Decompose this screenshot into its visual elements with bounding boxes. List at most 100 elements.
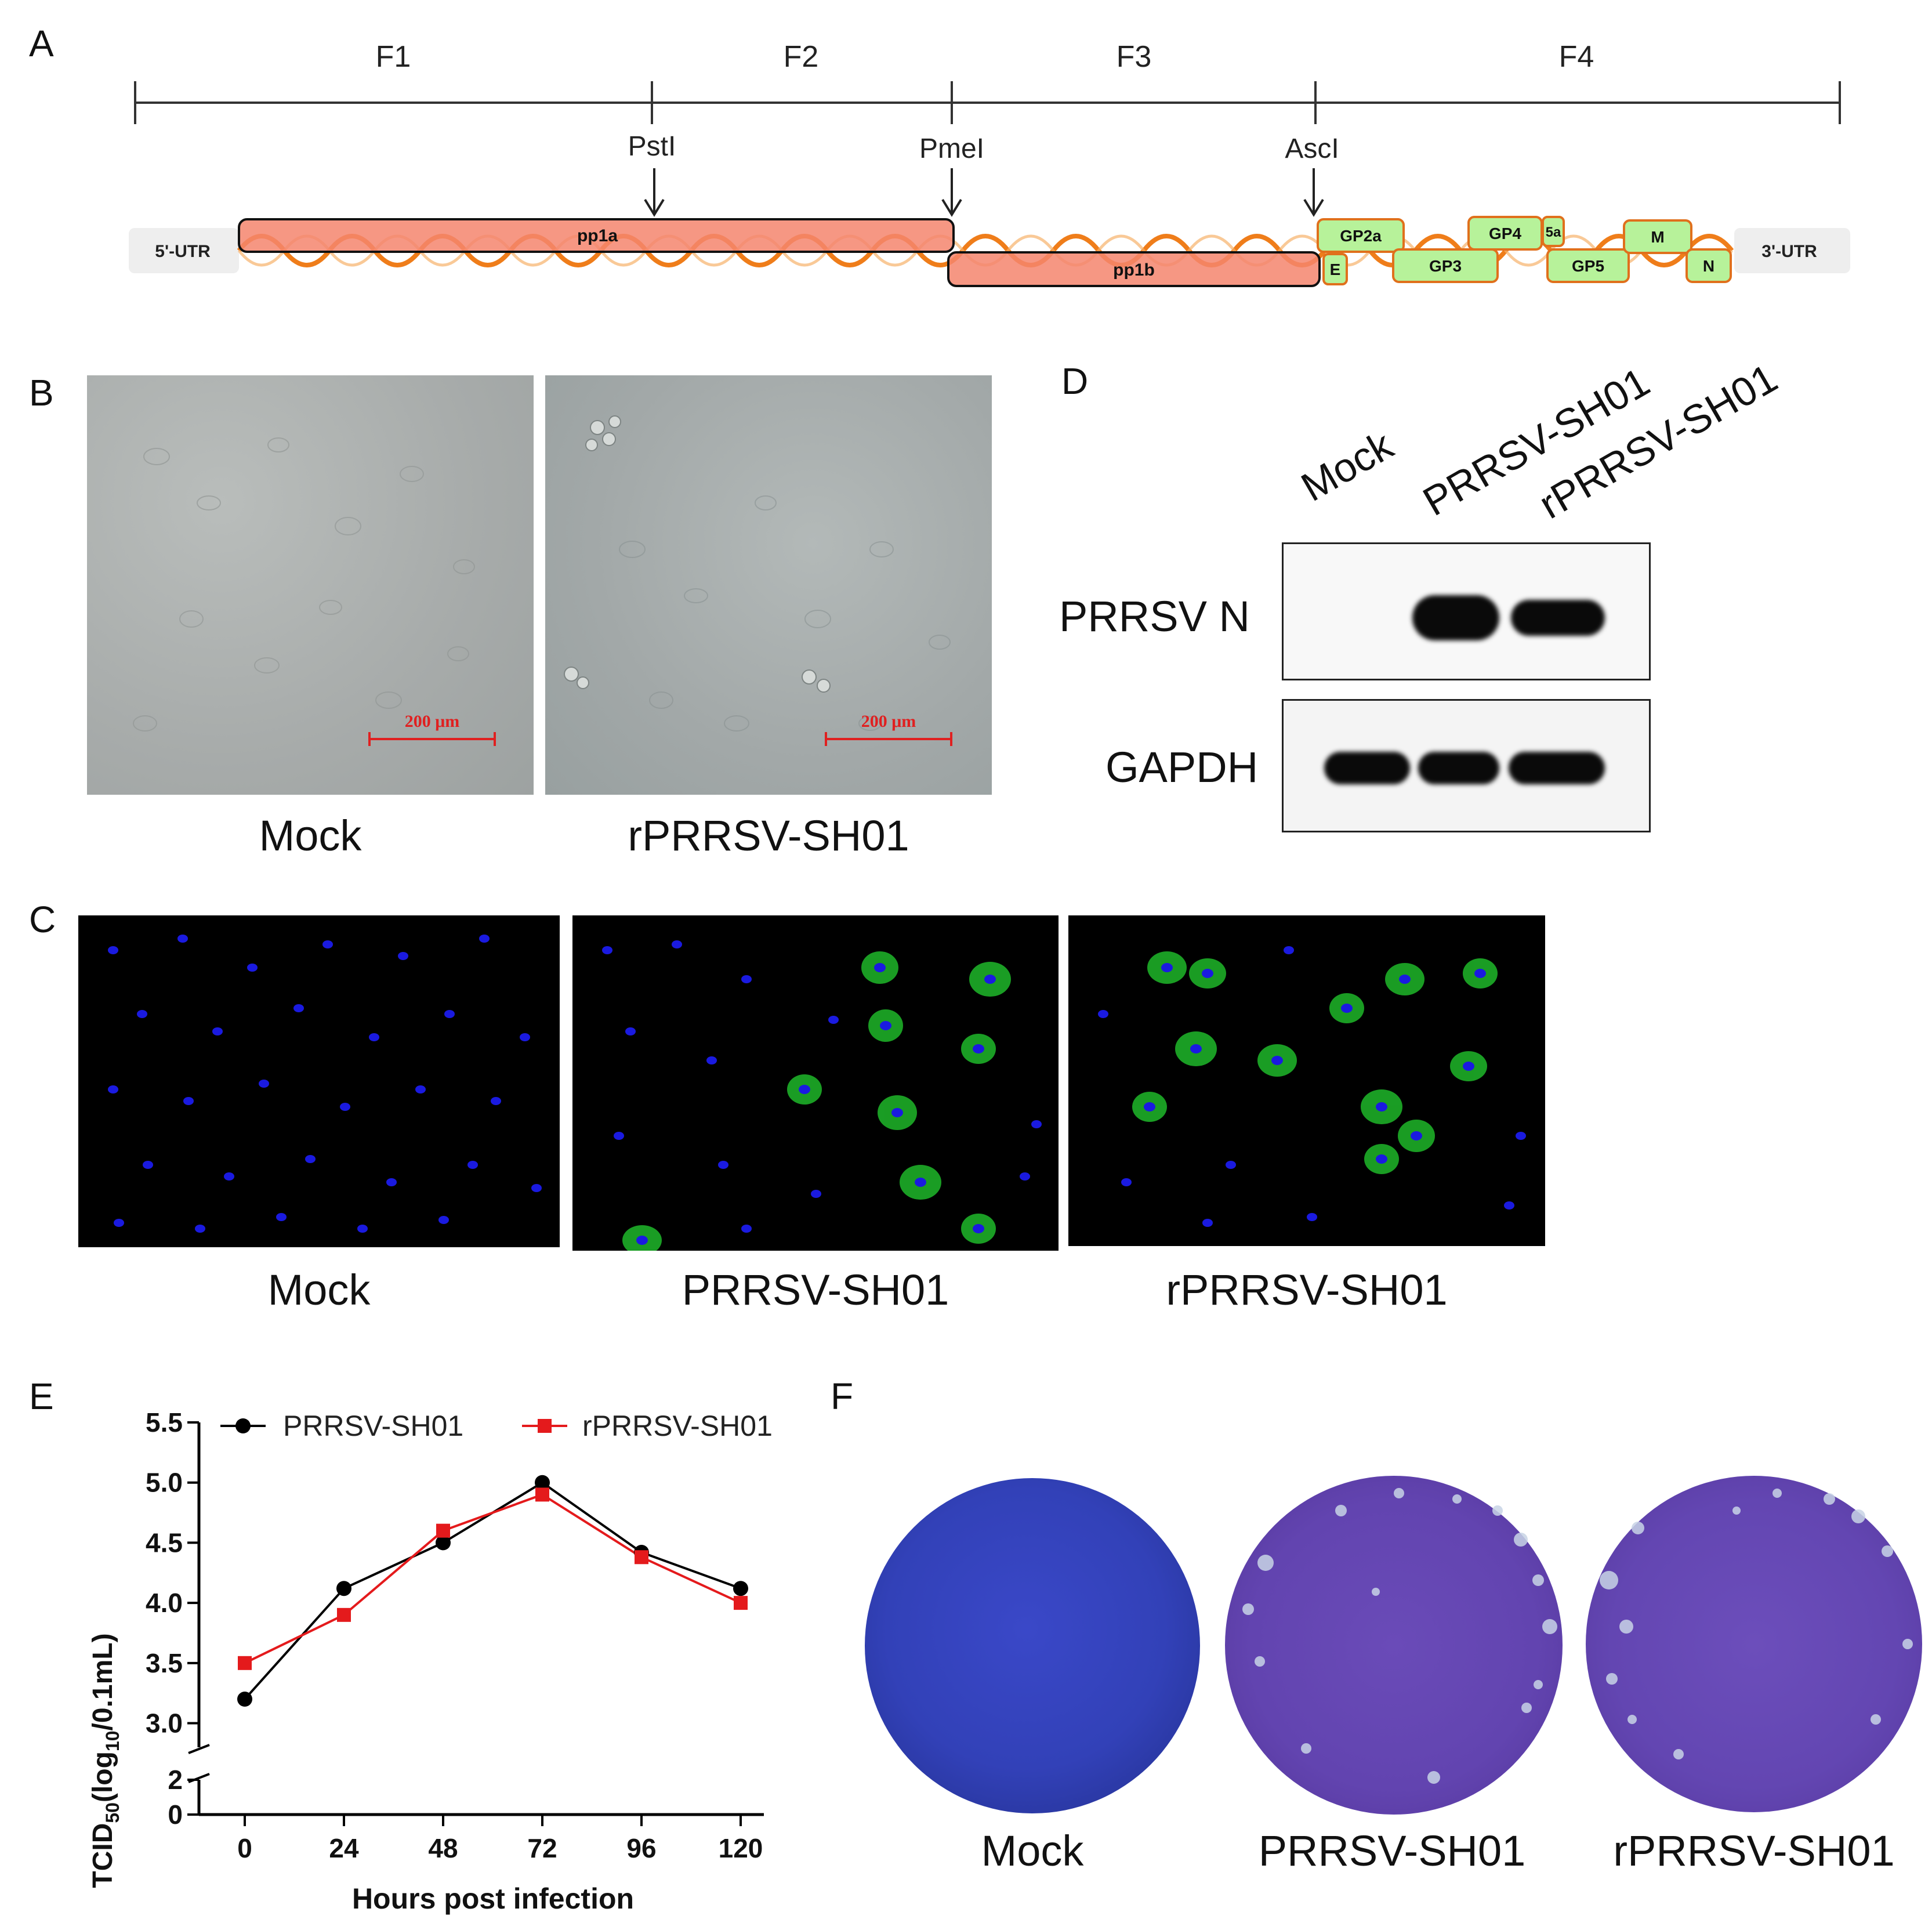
band-gapdh-rprrsv xyxy=(1509,752,1605,784)
y-axis-label-tail: /0.1mL) xyxy=(88,1633,118,1730)
if-rprrsv-image xyxy=(1068,915,1545,1246)
scale-bar-cap-left xyxy=(825,732,827,746)
scale-bar-cap-left xyxy=(368,732,371,746)
brightfield-mock-texture xyxy=(133,437,475,732)
caption-b-mock: Mock xyxy=(259,812,362,860)
orf-e-label: E xyxy=(1330,260,1341,278)
orf-gp5-label: GP5 xyxy=(1572,257,1604,275)
orf-pp1b-label: pp1b xyxy=(1113,260,1155,280)
if-mock-image xyxy=(78,915,560,1247)
lane-label-mock: Mock xyxy=(1293,422,1401,510)
enzyme-label-pmei: PmeI xyxy=(919,133,984,164)
orf-gp4-label: GP4 xyxy=(1489,224,1521,242)
panel-letter-a: A xyxy=(29,23,54,64)
y-axis-label-main: TCID xyxy=(88,1823,118,1888)
plaques-rprrsv xyxy=(1600,1489,1913,1759)
orf-5a-label: 5a xyxy=(1546,224,1561,240)
x-axis-label: Hours post infection xyxy=(352,1882,634,1915)
fragment-label-f3: F3 xyxy=(1117,40,1152,74)
orf-gp5 xyxy=(1546,248,1630,283)
if-rprrsv-cells xyxy=(1098,946,1526,1227)
row-label-gapdh: GAPDH xyxy=(1105,743,1259,791)
band-gapdh-mock xyxy=(1324,752,1410,784)
caption-f-prrsv: PRRSV-SH01 xyxy=(1258,1827,1526,1875)
fragment-label-f1: F1 xyxy=(376,40,411,74)
x-tick-label: 120 xyxy=(719,1833,763,1863)
data-point-rprrsv xyxy=(436,1523,450,1538)
orf-pp1b xyxy=(947,251,1321,287)
brightfield-rprrsv-texture xyxy=(564,415,951,732)
legend-label-rprrsv: rPRRSV-SH01 xyxy=(582,1410,773,1442)
brightfield-mock-image: 200 μm xyxy=(87,375,534,795)
legend-label-prrsv: PRRSV-SH01 xyxy=(283,1410,463,1442)
caption-f-rprrsv: rPRRSV-SH01 xyxy=(1613,1827,1895,1875)
enzyme-label-asci: AscI xyxy=(1285,133,1339,164)
orf-n xyxy=(1685,248,1732,283)
data-point-prrsv xyxy=(237,1692,252,1707)
if-prrsv-image xyxy=(572,915,1059,1251)
y-axis-label-sub2: 10 xyxy=(102,1730,123,1751)
scale-bar-label: 200 μm xyxy=(861,712,916,731)
growth-curve-chart: PRRSV-SH01 rPRRSV-SH01 TCID50(log10/0.1m… xyxy=(88,1407,773,1915)
plaques-prrsv xyxy=(1242,1488,1557,1784)
x-tick-label: 72 xyxy=(527,1833,557,1863)
plaque-well-prrsv xyxy=(1225,1476,1563,1815)
data-point-rprrsv xyxy=(734,1596,748,1610)
axis-break-mark-upper xyxy=(188,1744,210,1754)
utr3-box xyxy=(1734,228,1850,273)
data-point-rprrsv xyxy=(535,1487,549,1502)
row-label-prrsv-n: PRRSV N xyxy=(1059,592,1250,640)
utr5-label: 5'-UTR xyxy=(155,242,211,261)
y-tick-label: 5.5 xyxy=(146,1407,183,1437)
plaque-well-rprrsv xyxy=(1586,1476,1922,1812)
orf-m-label: M xyxy=(1651,228,1664,246)
data-point-prrsv xyxy=(733,1581,748,1596)
orf-gp2a-label: GP2a xyxy=(1340,227,1382,245)
blot-gapdh xyxy=(1282,699,1651,832)
scale-bar-label: 200 μm xyxy=(404,712,460,731)
legend-marker-prrsv xyxy=(235,1418,251,1433)
band-prrsv-n-rprrsv xyxy=(1511,600,1605,636)
scale-bar xyxy=(368,738,496,740)
fragment-ruler xyxy=(134,81,1841,124)
orf-n-label: N xyxy=(1703,257,1714,275)
orf-gp2a xyxy=(1317,218,1405,253)
chart-legend: PRRSV-SH01 rPRRSV-SH01 xyxy=(220,1410,773,1442)
panel-letter-f: F xyxy=(831,1375,854,1417)
data-point-rprrsv xyxy=(337,1607,351,1622)
band-prrsv-n-prrsv xyxy=(1412,595,1499,640)
legend-marker-rprrsv xyxy=(538,1419,552,1433)
y-tick-label: 4.0 xyxy=(146,1588,183,1618)
orf-5a xyxy=(1542,216,1565,247)
orf-e xyxy=(1322,253,1348,285)
caption-f-mock: Mock xyxy=(981,1827,1084,1875)
fragment-label-f2: F2 xyxy=(784,40,819,74)
y-tick-label: 5.0 xyxy=(146,1468,183,1498)
band-gapdh-prrsv xyxy=(1418,752,1499,784)
data-point-rprrsv xyxy=(635,1550,648,1565)
fragment-label-f4: F4 xyxy=(1559,40,1594,74)
y-tick-label: 3.5 xyxy=(146,1648,183,1678)
y-tick-label: 2 xyxy=(168,1765,183,1795)
enzyme-arrows xyxy=(644,168,1324,217)
panel-letter-e: E xyxy=(29,1375,54,1417)
caption-c-rprrsv: rPRRSV-SH01 xyxy=(1166,1266,1448,1314)
panel-letter-b: B xyxy=(29,372,54,414)
if-prrsv-cells xyxy=(602,940,1042,1251)
y-axis-label-paren: (log xyxy=(88,1751,118,1802)
data-point-prrsv xyxy=(535,1475,550,1490)
orf-m xyxy=(1623,219,1692,254)
data-point-prrsv xyxy=(436,1535,451,1551)
y-tick-label: 4.5 xyxy=(146,1527,183,1558)
blot-prrsv-n xyxy=(1282,542,1651,680)
data-point-rprrsv xyxy=(238,1656,252,1670)
utr3-label: 3'-UTR xyxy=(1761,242,1817,261)
genome-map: F1 F2 F3 F4 PstI PmeI AscI 5'-UTR 3'-UTR… xyxy=(129,40,1850,287)
y-tick-label: 3.0 xyxy=(146,1708,183,1739)
panel-letter-c: C xyxy=(29,899,56,940)
caption-b-rprrsv: rPRRSV-SH01 xyxy=(628,812,909,860)
enzyme-label-psti: PstI xyxy=(628,131,676,162)
y-axis-label-sub: 50 xyxy=(102,1802,123,1823)
scale-bar-cap-right xyxy=(950,732,952,746)
brightfield-rprrsv-image: 200 μm xyxy=(545,375,992,795)
